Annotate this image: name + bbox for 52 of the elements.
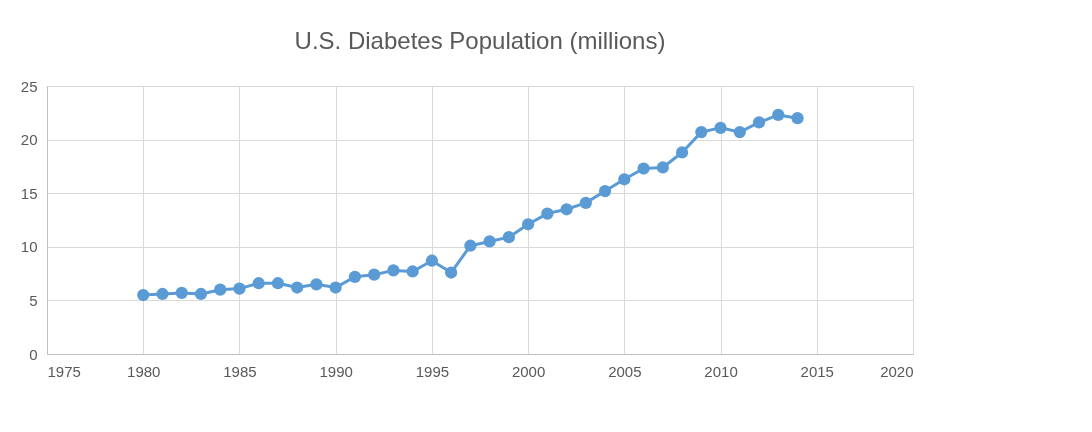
- point: [348, 270, 362, 283]
- point: [368, 268, 381, 281]
- point: [752, 116, 766, 129]
- y-tick-label: 15: [20, 184, 38, 202]
- point: [541, 207, 554, 220]
- x-tick-label: 1980: [127, 362, 161, 380]
- point: [483, 235, 496, 248]
- point: [175, 286, 188, 300]
- point: [252, 277, 265, 290]
- y-tick-label: 0: [29, 345, 38, 363]
- x-tick-label: 1990: [319, 362, 353, 380]
- point: [502, 231, 515, 244]
- chart-title: U.S. Diabetes Population (millions): [294, 27, 666, 54]
- point: [675, 146, 689, 159]
- point: [464, 239, 477, 252]
- y-tick-label: 10: [20, 238, 38, 256]
- x-tick-label: 1985: [223, 362, 257, 380]
- point: [291, 281, 304, 294]
- x-tick-label: 2015: [800, 362, 834, 380]
- x-tick-label: 2000: [511, 362, 546, 380]
- point: [194, 287, 208, 301]
- point: [579, 196, 592, 209]
- point: [387, 264, 400, 277]
- point: [445, 266, 458, 279]
- point: [521, 218, 535, 231]
- x-tick-label: 1975: [47, 362, 81, 380]
- point: [695, 125, 708, 139]
- point: [233, 282, 246, 295]
- point: [791, 112, 804, 125]
- y-tick-label: 5: [29, 291, 38, 309]
- x-tick-label: 2010: [704, 362, 738, 380]
- x-tick-label: 1995: [415, 362, 450, 380]
- point: [656, 161, 669, 174]
- point: [733, 125, 746, 139]
- point: [271, 277, 285, 290]
- point: [156, 287, 169, 301]
- x-tick-label: 2020: [880, 362, 914, 380]
- point: [329, 281, 342, 294]
- point: [772, 108, 785, 122]
- point: [137, 288, 150, 302]
- x-tick-label: 2005: [608, 362, 642, 380]
- point: [310, 278, 323, 291]
- point: [214, 283, 227, 296]
- point: [637, 162, 650, 175]
- y-tick-label: 20: [20, 131, 38, 149]
- point: [425, 254, 439, 267]
- y-tick-label: 25: [20, 77, 38, 95]
- point: [618, 173, 631, 186]
- point: [598, 184, 612, 198]
- point: [560, 203, 573, 216]
- point: [406, 265, 419, 278]
- point: [714, 121, 727, 134]
